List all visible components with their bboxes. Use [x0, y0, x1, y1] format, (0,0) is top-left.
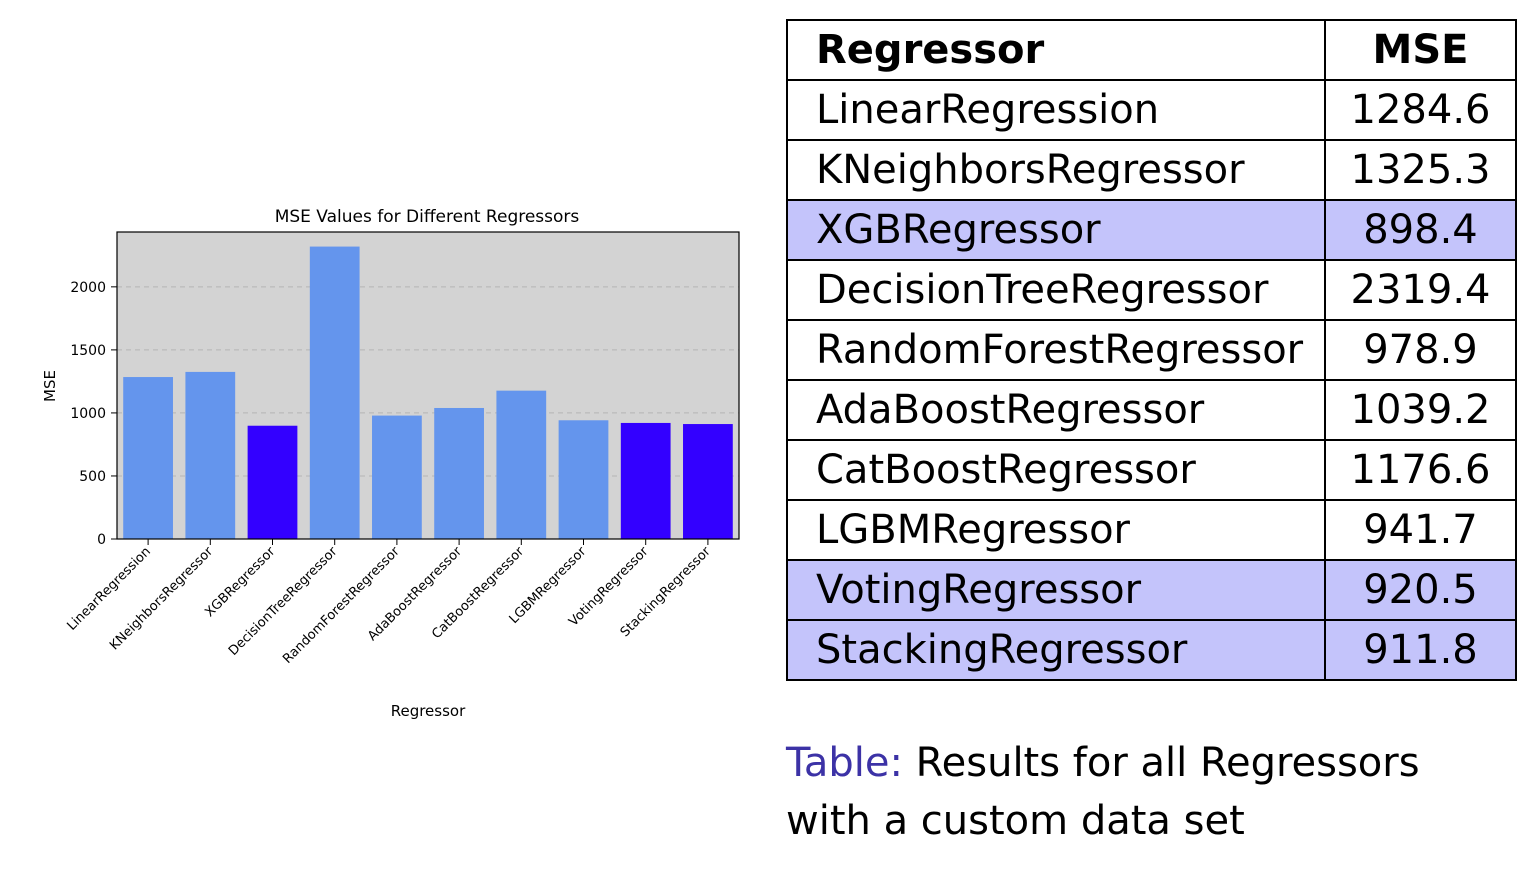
plot-frame — [116, 231, 740, 540]
regressor-name-cell: LGBMRegressor — [786, 499, 1326, 561]
mse-value-cell: 1176.6 — [1324, 439, 1517, 501]
y-axis-ticks: 0 500 1000 1500 2000 — [70, 280, 117, 548]
mse-value-cell: 1284.6 — [1324, 79, 1517, 141]
regressor-name-cell: AdaBoostRegressor — [786, 379, 1326, 441]
table-caption: Table: Results for all Regressors with a… — [786, 734, 1506, 850]
bar — [123, 377, 173, 539]
table-row: LinearRegression 1284.6 — [786, 79, 1517, 141]
x-tick-label: RandomForestRegressor — [280, 544, 403, 667]
regressor-name-cell: CatBoostRegressor — [786, 439, 1326, 501]
x-tick-label: DecisionTreeRegressor — [226, 544, 341, 659]
results-table: Regressor MSE LinearRegression 1284.6 KNei… — [786, 19, 1517, 681]
bar — [372, 415, 422, 539]
y-tick-label: 1500 — [70, 343, 106, 359]
table-row: KNeighborsRegressor 1325.3 — [786, 139, 1517, 201]
table-row: RandomForestRegressor 978.9 — [786, 319, 1517, 381]
bar — [620, 422, 671, 539]
chart-title: MSE Values for Different Regressors — [275, 207, 580, 227]
caption-label: Table: — [786, 740, 903, 786]
table-row: AdaBoostRegressor 1039.2 — [786, 379, 1517, 441]
y-tick-label: 2000 — [70, 280, 106, 296]
bar — [496, 390, 547, 539]
mse-value-cell: 1325.3 — [1324, 139, 1517, 201]
table-row: StackingRegressor 911.8 — [786, 619, 1517, 681]
mse-value-cell: 911.8 — [1324, 619, 1517, 681]
bar — [309, 246, 360, 539]
table-row: CatBoostRegressor 1176.6 — [786, 439, 1517, 501]
regressor-name-cell: LinearRegression — [786, 79, 1326, 141]
y-tick-label: 0 — [97, 532, 106, 548]
bar — [185, 371, 236, 539]
x-tick-label: KNeighborsRegressor — [107, 544, 217, 654]
mse-value-cell: 898.4 — [1324, 199, 1517, 261]
bar — [558, 420, 609, 539]
mse-value-cell: 2319.4 — [1324, 259, 1517, 321]
mse-value-cell: 978.9 — [1324, 319, 1517, 381]
table-row: DecisionTreeRegressor 2319.4 — [786, 259, 1517, 321]
table-row: XGBRegressor 898.4 — [786, 199, 1517, 261]
regressor-name-cell: RandomForestRegressor — [786, 319, 1326, 381]
bar — [434, 407, 484, 539]
table-row: VotingRegressor 920.5 — [786, 559, 1517, 621]
x-axis-ticks: LinearRegressionKNeighborsRegressorXGBRe… — [64, 539, 714, 667]
mse-value-cell: 1039.2 — [1324, 379, 1517, 441]
table-body: LinearRegression 1284.6 KNeighborsRegresso… — [786, 79, 1517, 681]
regressor-name-cell: StackingRegressor — [786, 619, 1326, 681]
bar — [683, 424, 733, 539]
regressor-name-cell: DecisionTreeRegressor — [786, 259, 1326, 321]
bars — [123, 246, 733, 539]
caption-line1: Results for all Regressors — [915, 740, 1420, 786]
y-tick-label: 1000 — [70, 406, 106, 422]
caption-line2: with a custom data set — [786, 798, 1245, 844]
y-axis-label: MSE — [41, 370, 59, 402]
mse-value-cell: 920.5 — [1324, 559, 1517, 621]
x-axis-label: Regressor — [391, 702, 466, 720]
bar — [247, 425, 298, 539]
y-tick-label: 500 — [79, 469, 106, 485]
mse-bar-chart: MSE Values for Different Regressors 0 500… — [41, 207, 740, 720]
table-row: LGBMRegressor 941.7 — [786, 499, 1517, 561]
mse-value-cell: 941.7 — [1324, 499, 1517, 561]
header-mse: MSE — [1324, 19, 1517, 81]
header-regressor: Regressor — [786, 19, 1326, 81]
table-header-row: Regressor MSE — [786, 19, 1517, 81]
regressor-name-cell: KNeighborsRegressor — [786, 139, 1326, 201]
regressor-name-cell: XGBRegressor — [786, 199, 1326, 261]
regressor-name-cell: VotingRegressor — [786, 559, 1326, 621]
